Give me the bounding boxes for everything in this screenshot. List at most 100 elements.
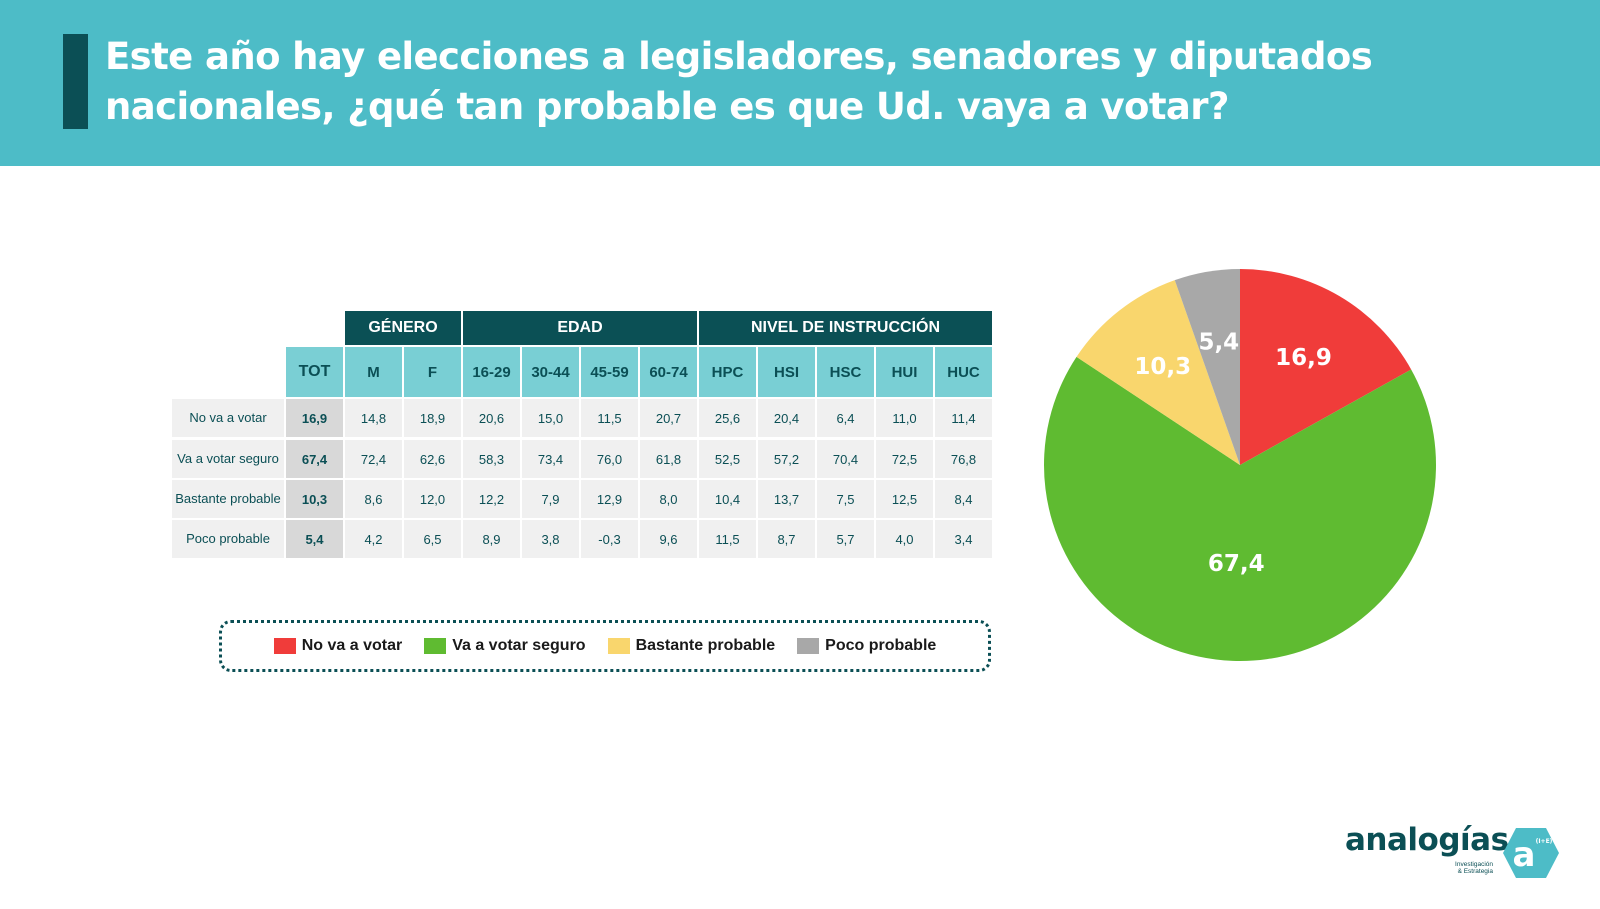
total-cell: 10,3 <box>286 480 343 518</box>
pie-data-label: 5,4 <box>1198 329 1239 355</box>
table-cell: 12,0 <box>404 480 461 518</box>
table-cell: 73,4 <box>522 440 579 478</box>
header-banner: Este año hay elecciones a legisladores, … <box>0 0 1600 166</box>
table-cell: 11,4 <box>935 399 992 437</box>
column-header: HSC <box>817 347 874 397</box>
table-cell: 5,7 <box>817 520 874 558</box>
logo-tagline: Investigación & Estrategia <box>1453 861 1493 875</box>
legend-label: Bastante probable <box>635 637 776 654</box>
table-cell: 52,5 <box>699 440 756 478</box>
table-cell: 8,7 <box>758 520 815 558</box>
table-cell: 12,5 <box>876 480 933 518</box>
table-cell: 7,9 <box>522 480 579 518</box>
table-cell: 13,7 <box>758 480 815 518</box>
table-cell: 57,2 <box>758 440 815 478</box>
pie-slice <box>1044 356 1436 661</box>
logo-mark-superscript: (I+E) <box>1536 838 1553 845</box>
column-header: 16-29 <box>463 347 520 397</box>
table-cell: 8,4 <box>935 480 992 518</box>
table-cell: -0,3 <box>581 520 638 558</box>
logo-wordmark: analogías <box>1345 822 1509 858</box>
column-header: M <box>345 347 402 397</box>
legend-label: No va a votar <box>301 637 403 654</box>
header-accent-bar <box>63 34 88 129</box>
table-cell: 4,0 <box>876 520 933 558</box>
table-cell: 76,8 <box>935 440 992 478</box>
row-label: No va a votar <box>172 399 284 437</box>
pie-data-label: 16,9 <box>1275 345 1332 371</box>
table-cell: 11,5 <box>581 399 638 437</box>
legend-swatch <box>797 638 820 654</box>
table-cell: 6,5 <box>404 520 461 558</box>
table-cell: 70,4 <box>817 440 874 478</box>
total-cell: 16,9 <box>286 399 343 437</box>
logo-hexagon-icon: a (I+E) <box>1503 828 1559 878</box>
table-cell: 76,0 <box>581 440 638 478</box>
table-cell: 58,3 <box>463 440 520 478</box>
table-cell: 9,6 <box>640 520 697 558</box>
table-cell: 7,5 <box>817 480 874 518</box>
table-cell: 11,0 <box>876 399 933 437</box>
table-cell: 11,5 <box>699 520 756 558</box>
page-title: Este año hay elecciones a legisladores, … <box>105 35 1373 128</box>
pie-chart: 16,9 67,4 10,3 5,4 <box>1044 269 1436 661</box>
total-cell: 67,4 <box>286 440 343 478</box>
logo-mark: a <box>1513 835 1536 875</box>
table-cell: 12,9 <box>581 480 638 518</box>
table-cell: 25,6 <box>699 399 756 437</box>
column-header: F <box>404 347 461 397</box>
table-cell: 4,2 <box>345 520 402 558</box>
table-cell: 8,0 <box>640 480 697 518</box>
table-cell: 3,8 <box>522 520 579 558</box>
table-cell: 20,7 <box>640 399 697 437</box>
table-cell: 6,4 <box>817 399 874 437</box>
pie-data-label: 67,4 <box>1208 551 1265 577</box>
column-header-total: TOT <box>286 347 343 397</box>
table-cell: 62,6 <box>404 440 461 478</box>
legend-swatch <box>607 638 630 654</box>
group-header: NIVEL DE INSTRUCCIÓN <box>699 311 992 345</box>
table-cell: 20,4 <box>758 399 815 437</box>
table-cell: 15,0 <box>522 399 579 437</box>
legend-swatch <box>424 638 447 654</box>
table-cell: 10,4 <box>699 480 756 518</box>
column-header: HUC <box>935 347 992 397</box>
column-header: 30-44 <box>522 347 579 397</box>
legend-label: Va a votar seguro <box>452 637 586 654</box>
table-cell: 8,9 <box>463 520 520 558</box>
group-header: GÉNERO <box>345 311 461 345</box>
legend-item: No va a votar <box>273 637 403 655</box>
table-cell: 20,6 <box>463 399 520 437</box>
column-header: 60-74 <box>640 347 697 397</box>
table-cell: 72,5 <box>876 440 933 478</box>
table-cell: 14,8 <box>345 399 402 437</box>
table-cell: 61,8 <box>640 440 697 478</box>
row-label: Va a votar seguro <box>172 440 284 478</box>
column-header: HPC <box>699 347 756 397</box>
logo-tagline-line-1: Investigación <box>1455 861 1493 868</box>
total-cell: 5,4 <box>286 520 343 558</box>
legend-label: Poco probable <box>825 637 937 654</box>
table-cell: 3,4 <box>935 520 992 558</box>
analogias-logo: analogías Investigación & Estrategia a (… <box>1345 822 1560 882</box>
legend: No va a votar Va a votar seguro Bastante p… <box>219 620 991 672</box>
pie-slice <box>1174 269 1240 465</box>
pie-data-label: 10,3 <box>1134 354 1191 380</box>
column-header: 45-59 <box>581 347 638 397</box>
group-header: EDAD <box>463 311 697 345</box>
table-cell: 8,6 <box>345 480 402 518</box>
legend-item: Bastante probable <box>607 637 776 655</box>
logo-tagline-line-2: & Estrategia <box>1457 868 1493 875</box>
row-label: Poco probable <box>172 520 284 558</box>
pie-slice <box>1076 280 1240 465</box>
column-header: HUI <box>876 347 933 397</box>
legend-item: Va a votar seguro <box>424 637 586 655</box>
column-header: HSI <box>758 347 815 397</box>
table-cell: 72,4 <box>345 440 402 478</box>
pie-slice <box>1240 269 1412 465</box>
legend-swatch <box>273 638 296 654</box>
table-cell: 12,2 <box>463 480 520 518</box>
legend-item: Poco probable <box>797 637 936 655</box>
table-cell: 18,9 <box>404 399 461 437</box>
row-label: Bastante probable <box>172 480 284 518</box>
